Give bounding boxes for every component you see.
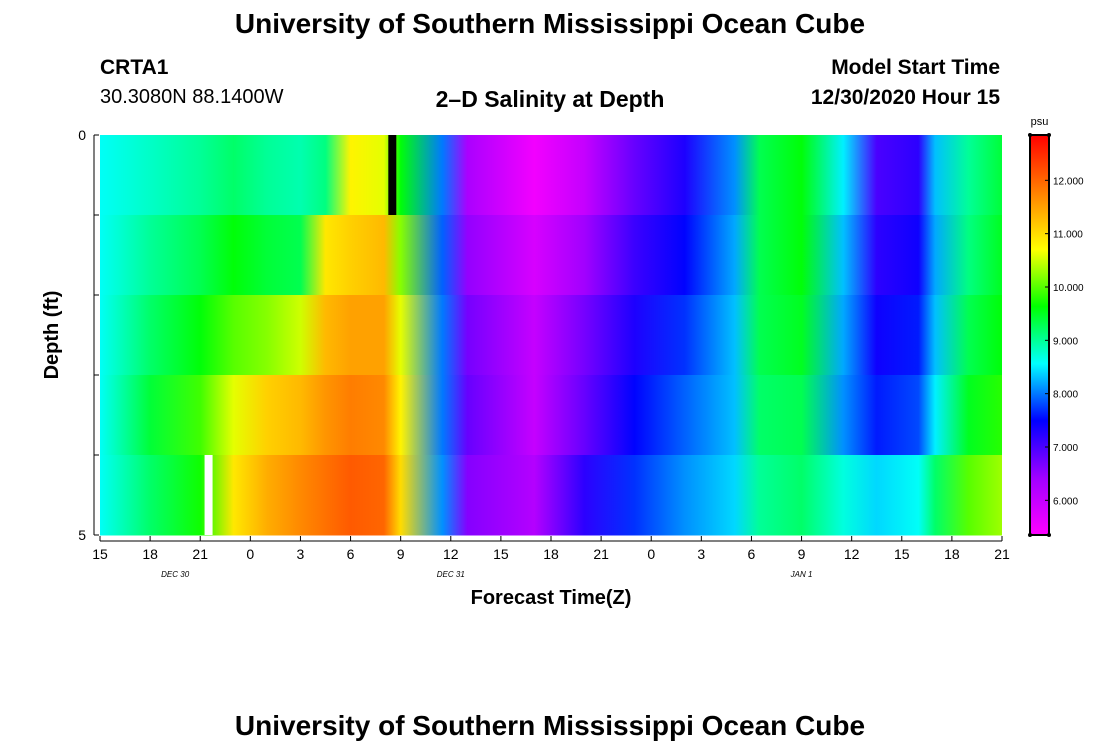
x-tick-label: 9 <box>798 546 806 562</box>
x-tick-label: 18 <box>944 546 960 562</box>
station-id: CRTA1 <box>100 56 169 79</box>
x-tick-label: 21 <box>994 546 1010 562</box>
colorbar-corner-dot <box>1047 533 1051 537</box>
x-tick-label: 18 <box>142 546 158 562</box>
colorbar: psu 12.000 11.000 10.000 9.000 8.000 7.000 6.00… <box>1028 116 1084 537</box>
x-tick-label: 18 <box>543 546 559 562</box>
colorbar-tick-label: 7.000 <box>1053 443 1078 454</box>
x-tick-label: 15 <box>894 546 910 562</box>
x-tick-label: 15 <box>92 546 108 562</box>
page-title: University of Southern Mississippi Ocean… <box>234 8 866 39</box>
heatmap-cells <box>100 135 1002 536</box>
heatmap-markers <box>204 135 397 535</box>
y-axis-label: Depth (ft) <box>41 291 63 380</box>
heatmap-layer-5 <box>100 455 1002 536</box>
heatmap-marker-2 <box>204 455 213 535</box>
x-tick-label: 3 <box>697 546 705 562</box>
footer-title: University of Southern Mississippi Ocean… <box>234 710 866 741</box>
y-tick-label: 5 <box>78 527 86 543</box>
colorbar-corner-dot <box>1028 533 1032 537</box>
x-tick-label: 0 <box>647 546 655 562</box>
y-tick-label: 0 <box>78 127 86 143</box>
heatmap-layer-2 <box>100 215 1002 296</box>
x-tick-label: 21 <box>593 546 609 562</box>
model-start-time: 12/30/2020 Hour 15 <box>810 86 1000 109</box>
colorbar-tick-label: 9.000 <box>1053 336 1078 347</box>
plot-title: 2–D Salinity at Depth <box>435 86 665 112</box>
x-tick-label: 3 <box>297 546 305 562</box>
heatmap-marker-1 <box>388 135 397 215</box>
colorbar-tick-label: 8.000 <box>1053 390 1078 401</box>
x-tick-label: 21 <box>192 546 208 562</box>
x-tick-label: 15 <box>493 546 509 562</box>
x-tick-label: 0 <box>246 546 254 562</box>
heatmap-layer-3 <box>100 295 1002 376</box>
station-coordinates: 30.3080N 88.1400W <box>100 86 284 108</box>
heatmap-layer-1 <box>100 135 1002 216</box>
x-tick-label: 9 <box>397 546 405 562</box>
x-tick-label: 6 <box>347 546 355 562</box>
colorbar-scale <box>1029 134 1050 536</box>
colorbar-unit: psu <box>1031 116 1049 128</box>
x-day-label: JAN 1 <box>790 570 813 579</box>
colorbar-tick-label: 12.000 <box>1053 176 1084 187</box>
colorbar-corner-dot <box>1047 133 1051 137</box>
x-day-label: DEC 31 <box>437 570 465 579</box>
x-day-label: DEC 30 <box>161 570 190 579</box>
colorbar-tick-label: 10.000 <box>1053 283 1084 294</box>
x-axis-label: Forecast Time(Z) <box>471 587 632 609</box>
colorbar-tick-label: 6.000 <box>1053 496 1078 507</box>
x-tick-label: 12 <box>443 546 459 562</box>
colorbar-corner-dot <box>1028 133 1032 137</box>
model-start-label: Model Start Time <box>831 56 1000 79</box>
colorbar-tick-label: 11.000 <box>1053 230 1083 241</box>
x-tick-label: 12 <box>844 546 860 562</box>
x-tick-label: 6 <box>748 546 756 562</box>
heatmap-layer-4 <box>100 375 1002 456</box>
